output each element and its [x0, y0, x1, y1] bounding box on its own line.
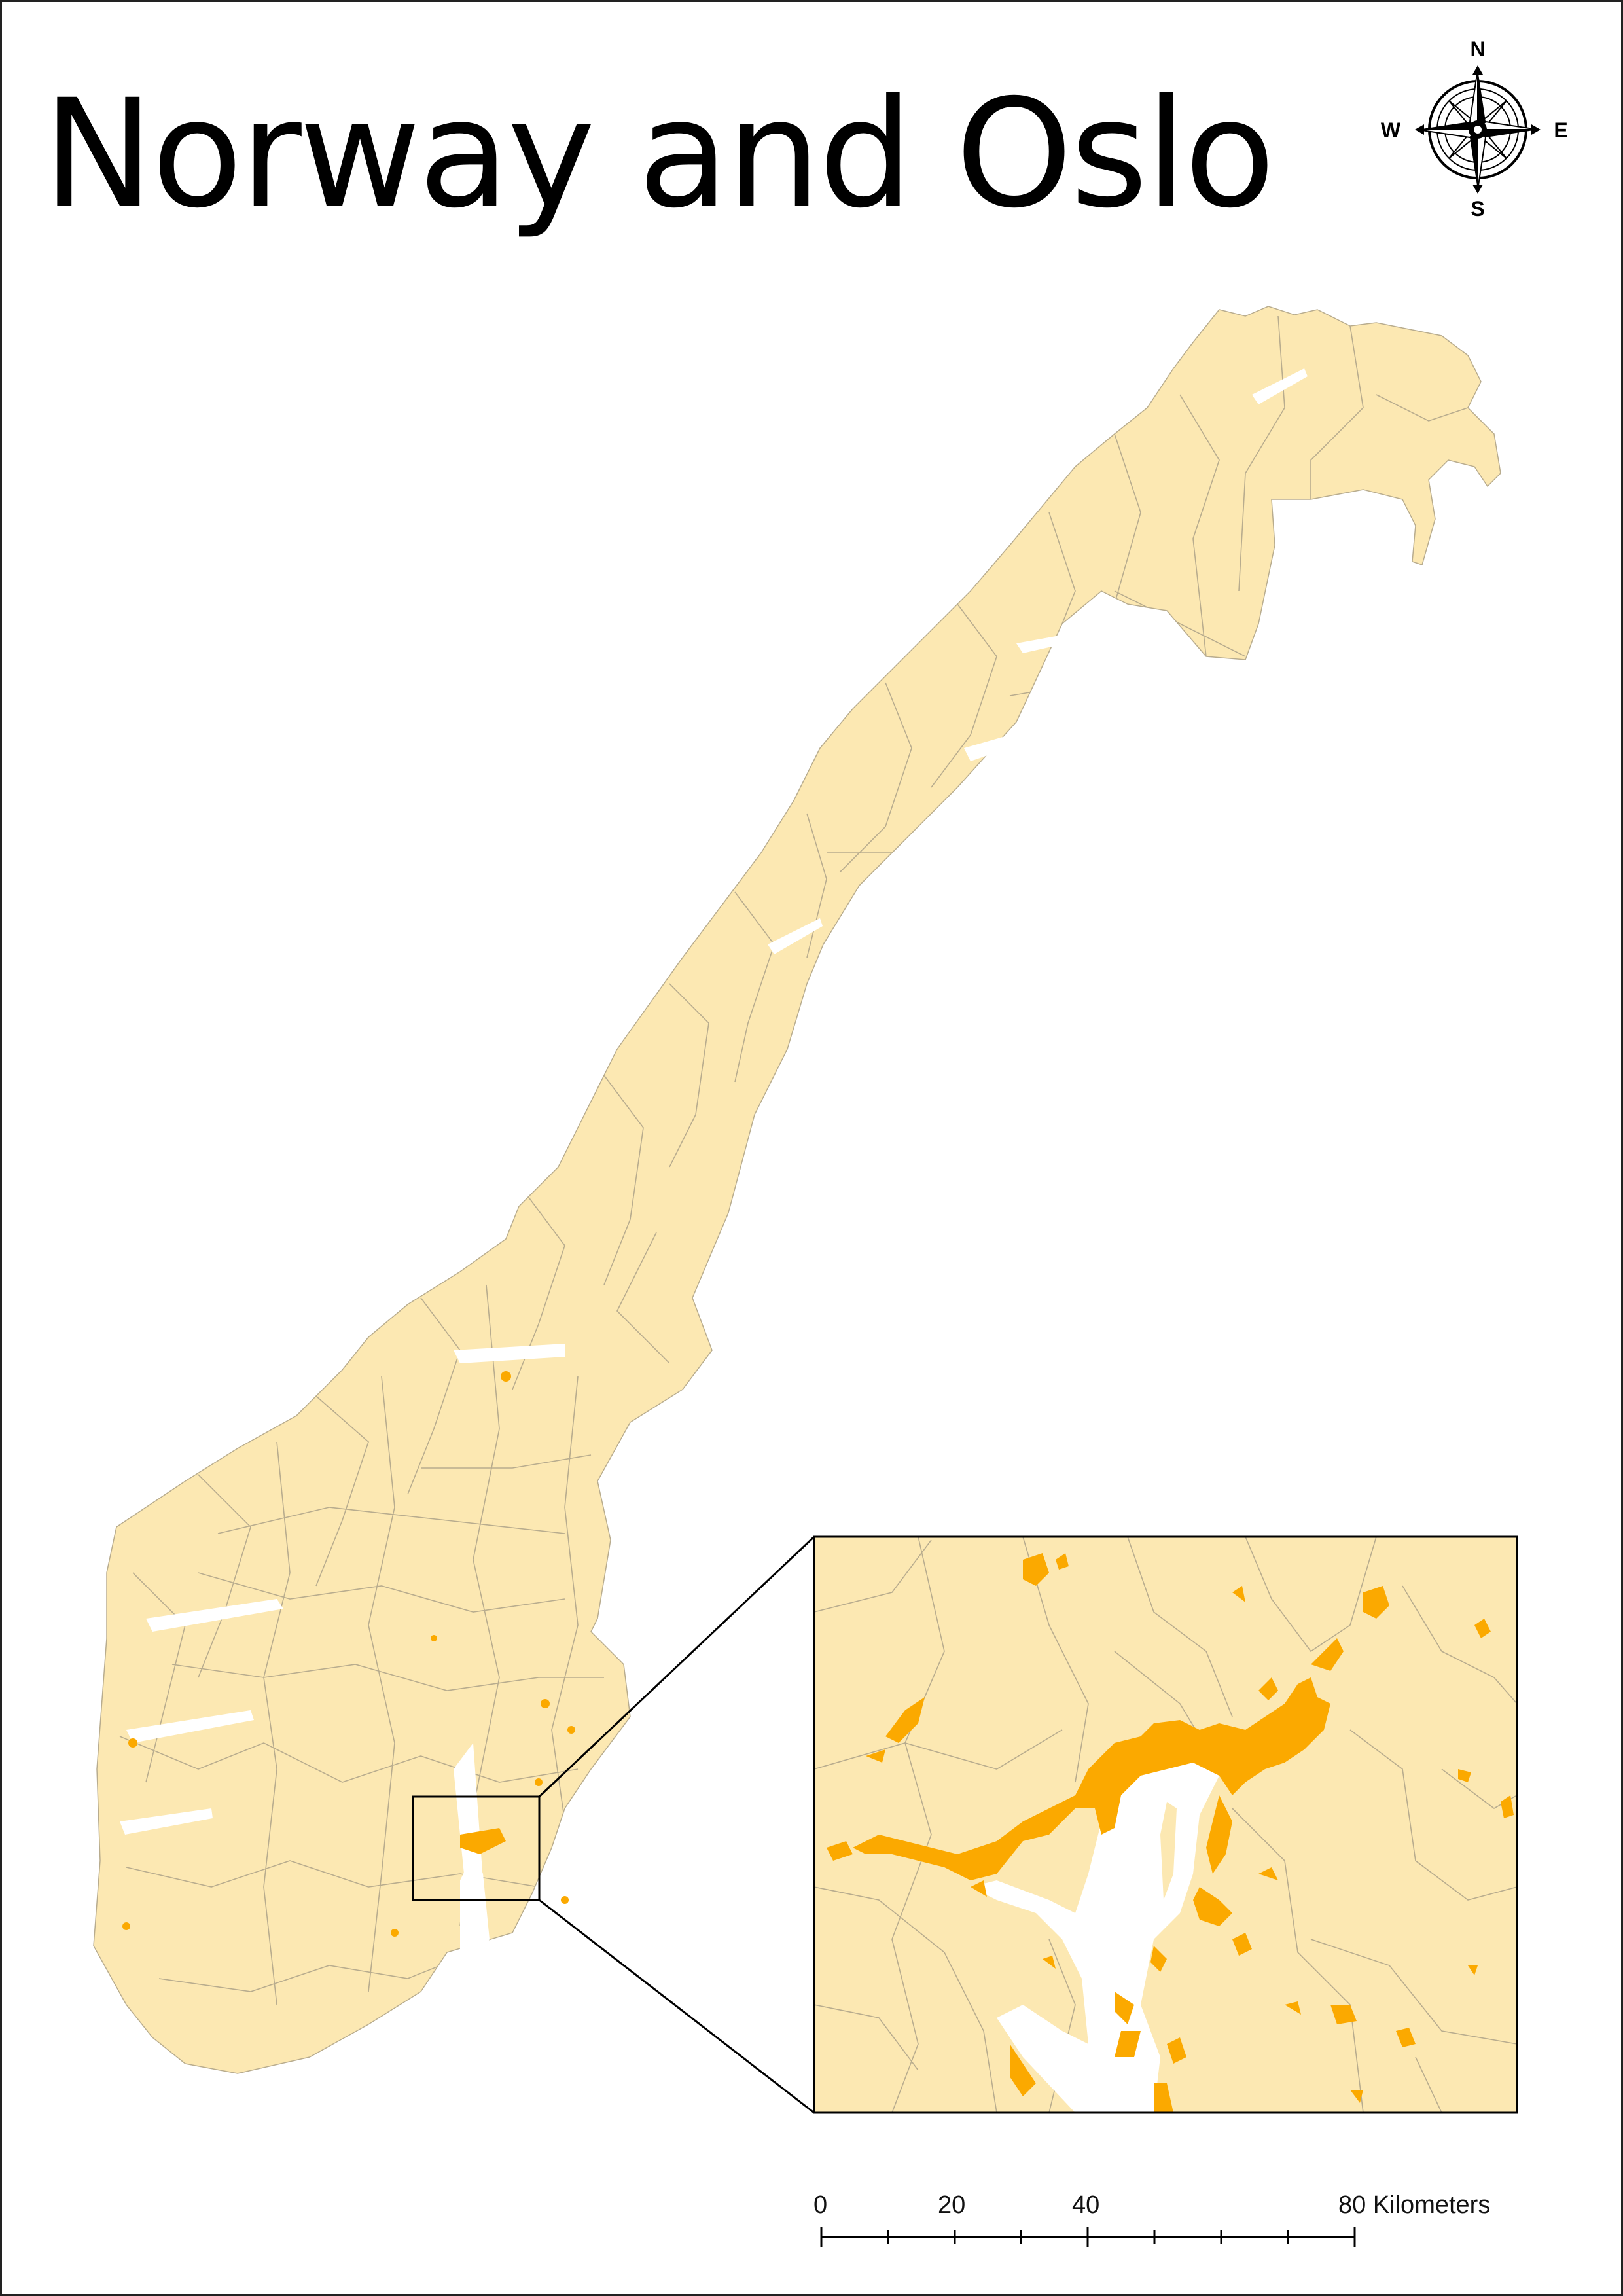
inset-frame [813, 1535, 1518, 2114]
inset-urban-areas [827, 1553, 1514, 2113]
scale-bar-labels: 0 20 40 80 Kilometers [787, 2191, 1560, 2231]
oslo-urban-core [853, 1677, 1330, 1880]
inset-connector-top [538, 1535, 815, 1798]
compass-s-label: S [1471, 197, 1484, 221]
oslo-fjord [460, 1854, 490, 1965]
compass-n-label: N [1470, 38, 1485, 61]
scale-label-0: 0 [813, 2191, 828, 2219]
norway-map [93, 306, 1501, 2114]
compass-rose-icon: N S E W [1381, 38, 1568, 221]
scale-label-20: 20 [938, 2191, 966, 2219]
oslo-inset-map [813, 1535, 1518, 2114]
urban-areas [122, 1371, 575, 1937]
inset-oslo-fjord [971, 1763, 1219, 2113]
map-title: Norway and Oslo [43, 67, 1275, 241]
norway-land [93, 306, 1501, 2074]
municipality-borders [119, 315, 1469, 2005]
compass-w-label: W [1381, 118, 1401, 142]
scale-bar [820, 2227, 1356, 2247]
scale-label-80: 80 Kilometers [1338, 2191, 1491, 2219]
inset-connector-bottom [539, 1899, 815, 2114]
inset-municipality-borders [814, 1537, 1517, 2113]
scale-label-40: 40 [1072, 2191, 1100, 2219]
inset-locator-box [412, 1795, 541, 1901]
compass-e-label: E [1554, 118, 1567, 142]
